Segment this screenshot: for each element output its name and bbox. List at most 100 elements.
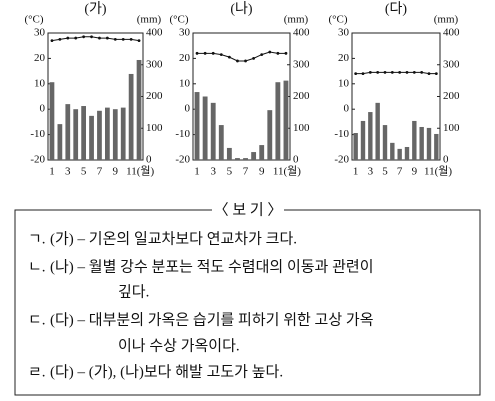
precip-bar (218, 125, 224, 160)
item-label: ㄴ. (28, 259, 46, 275)
precip-bar (81, 106, 86, 160)
item-text: 깊다. (118, 283, 149, 300)
y2-tick-label: 200 (146, 90, 163, 102)
temperature-line (197, 51, 286, 62)
item-text: 이나 수상 가옥이다. (118, 337, 240, 354)
temperature-point (129, 37, 133, 41)
precip-bar (136, 59, 142, 160)
x-tick-label: 7 (97, 166, 103, 178)
precip-bar (275, 82, 281, 160)
y2-tick-label: 100 (146, 122, 163, 134)
y-tick-label: -20 (175, 154, 190, 166)
y2-unit: (mm) (284, 14, 309, 26)
temperature-point (121, 37, 125, 41)
y-tick-label: 20 (179, 52, 191, 64)
temperature-point (195, 51, 199, 55)
y-unit: (°C) (169, 14, 188, 26)
precip-bar (194, 92, 200, 160)
y2-tick-label: 200 (293, 90, 310, 102)
temperature-point (368, 70, 372, 74)
precip-bar (259, 145, 265, 160)
temperature-point (66, 36, 70, 40)
precip-bar (434, 133, 439, 160)
item-text: (가) – 기온의 일교차보다 연교차가 크다. (50, 230, 297, 247)
item-label: ㄷ. (28, 312, 46, 328)
precip-bar (210, 102, 216, 160)
y2-tick-label: 300 (146, 58, 163, 70)
temperature-point (227, 55, 231, 59)
temperature-point (252, 57, 256, 60)
x-tick-label: 3 (65, 166, 71, 178)
temperature-point (203, 51, 207, 55)
temperature-point (50, 39, 54, 43)
precip-bar (283, 80, 289, 160)
precip-bar (353, 133, 358, 160)
y2-tick-label: 200 (443, 90, 460, 102)
precip-bar (397, 148, 402, 160)
x-tick-label: 7 (243, 166, 249, 178)
precip-bar (251, 152, 257, 160)
temperature-point (268, 50, 272, 54)
temperature-point (434, 72, 438, 76)
precip-bar (128, 73, 134, 160)
precip-bar (73, 109, 79, 160)
temperature-point (276, 51, 280, 55)
y-tick-label: 30 (179, 27, 191, 39)
x-tick-label: 11(월) (273, 165, 301, 178)
y2-tick-label: 0 (146, 154, 152, 166)
precip-bar (382, 125, 388, 160)
x-tick-label: 3 (368, 166, 374, 178)
y-tick-label: 0 (185, 103, 191, 115)
y2-tick-label: 300 (443, 58, 460, 70)
y2-unit: (mm) (137, 14, 162, 26)
y2-unit: (mm) (434, 14, 459, 26)
temperature-point (236, 59, 239, 63)
precip-bar (368, 112, 373, 160)
x-tick-label: 9 (113, 166, 119, 178)
precip-bar (390, 142, 395, 160)
item-label: ㄱ. (28, 231, 46, 247)
x-tick-label: 5 (227, 166, 233, 178)
y2-tick-label: 100 (443, 122, 460, 134)
temperature-point (244, 59, 247, 63)
x-tick-label: 9 (259, 166, 265, 178)
temperature-point (284, 51, 288, 55)
temperature-point (113, 37, 117, 41)
temperature-point (427, 72, 431, 76)
x-tick-label: 11(월) (424, 165, 452, 178)
temperature-point (354, 72, 358, 76)
y-tick-label: -10 (334, 128, 349, 140)
precip-bar (202, 96, 208, 160)
y-unit: (°C) (328, 14, 347, 26)
y2-tick-label: 0 (293, 154, 299, 166)
x-tick-label: 5 (382, 166, 388, 178)
x-tick-label: 7 (397, 166, 403, 178)
precip-bar (97, 110, 102, 160)
precip-bar (360, 120, 366, 160)
precip-bar (112, 109, 118, 160)
x-tick-label: 9 (412, 166, 418, 178)
chart-title: (다) (385, 1, 408, 17)
y2-tick-label: 300 (293, 58, 310, 70)
precip-bar (105, 107, 110, 160)
x-tick-label: 5 (81, 166, 87, 178)
y-tick-label: 30 (34, 27, 46, 39)
temperature-point (90, 35, 93, 39)
item-text: (나) – 월별 강수 분포는 적도 수렴대의 이동과 관련이 (50, 258, 374, 275)
y-tick-label: -20 (30, 154, 45, 166)
y2-tick-label: 0 (443, 154, 449, 166)
temperature-point (376, 70, 380, 74)
temperature-point (405, 70, 409, 74)
x-tick-label: 3 (210, 166, 216, 178)
precip-bar (419, 126, 424, 160)
temperature-point (420, 70, 424, 74)
temperature-point (390, 70, 394, 74)
temperature-point (137, 39, 141, 43)
precip-bar (426, 127, 432, 160)
temperature-point (219, 53, 223, 56)
box-title-bg (212, 200, 284, 220)
temperature-point (361, 72, 365, 76)
precip-bar (235, 158, 240, 160)
precip-bar (120, 107, 126, 160)
